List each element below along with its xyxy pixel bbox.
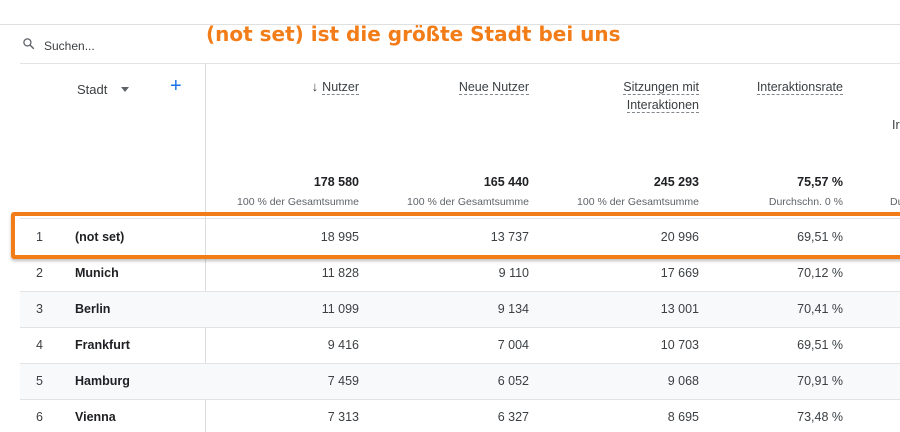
add-dimension-button[interactable]: + [170,75,182,97]
row-neue-nutzer: 13 737 [490,230,529,244]
row-interaktionsrate: 73,48 % [797,410,843,424]
search-box[interactable]: Suchen... [22,38,95,54]
dimension-label: Stadt [77,82,108,97]
row-neue-nutzer: 7 004 [497,338,529,352]
row-divider [20,327,900,328]
header-divider [20,63,900,64]
total-sub-neue-nutzer: 100 % der Gesamtsumme [407,196,529,208]
row-nutzer: 18 995 [320,230,359,244]
annotation-callout: (not set) ist die größte Stadt bei uns [206,22,621,46]
search-icon [22,37,35,55]
total-neue-nutzer: 165 440 [483,175,529,189]
row-neue-nutzer: 9 110 [498,266,529,280]
row-nutzer: 11 828 [321,266,359,280]
row-interaktionsrate: 70,91 % [797,374,843,388]
table-row[interactable]: 5 Hamburg 7 459 6 052 9 068 70,91 % [20,364,900,400]
arrow-down-icon: ↓ [311,79,319,94]
column-header-interaktionsrate[interactable]: Interaktionsrate [756,80,843,95]
chevron-down-icon [121,87,130,92]
row-sitzungen: 9 068 [667,374,699,388]
row-city: Munich [75,266,119,280]
row-sitzungen: 10 703 [660,338,699,352]
total-sitzungen: 245 293 [653,175,699,189]
row-city: Hamburg [75,374,130,388]
row-index: 5 [36,374,43,388]
column-header-nutzer[interactable]: ↓ Nutzer [311,79,359,95]
row-nutzer: 7 313 [327,410,359,424]
column-header-truncated[interactable]: Ir [892,118,900,132]
table-row[interactable]: 3 Berlin 11 099 9 134 13 001 70,41 % [20,292,900,328]
column-header-neue-nutzer[interactable]: Neue Nutzer [458,80,529,95]
row-divider [20,363,900,364]
dimension-column-divider [205,63,206,432]
row-nutzer: 11 099 [321,302,359,316]
row-index: 1 [36,230,43,244]
table-row[interactable]: 1 (not set) 18 995 13 737 20 996 69,51 % [20,220,900,256]
row-index: 4 [36,338,43,352]
row-interaktionsrate: 70,41 % [797,302,843,316]
row-city: Vienna [75,410,116,424]
table-row[interactable]: 4 Frankfurt 9 416 7 004 10 703 69,51 % [20,328,900,364]
row-sitzungen: 20 996 [660,230,699,244]
row-neue-nutzer: 6 327 [497,410,529,424]
totals-divider [20,218,900,219]
row-city: Frankfurt [75,338,130,352]
row-nutzer: 7 459 [327,374,359,388]
table-row[interactable]: 2 Munich 11 828 9 110 17 669 70,12 % [20,256,900,292]
dimension-selector[interactable]: Stadt [77,82,130,97]
search-input[interactable]: Suchen... [44,39,95,53]
row-sitzungen: 17 669 [660,266,699,280]
row-sitzungen: 13 001 [660,302,699,316]
row-neue-nutzer: 6 052 [497,374,529,388]
row-nutzer: 9 416 [327,338,359,352]
row-interaktionsrate: 69,51 % [797,338,843,352]
total-interaktionsrate: 75,57 % [797,175,843,189]
row-neue-nutzer: 9 134 [497,302,529,316]
highlight-box [11,212,900,259]
total-nutzer: 178 580 [313,175,359,189]
row-divider [20,291,900,292]
total-sub-nutzer: 100 % der Gesamtsumme [237,196,359,208]
total-sub-sitzungen: 100 % der Gesamtsumme [577,196,699,208]
row-interaktionsrate: 69,51 % [797,230,843,244]
table-row[interactable]: 6 Vienna 7 313 6 327 8 695 73,48 % [20,400,900,432]
top-divider [0,24,900,25]
row-sitzungen: 8 695 [667,410,699,424]
row-interaktionsrate: 70,12 % [797,266,843,280]
row-index: 6 [36,410,43,424]
column-header-sitzungen[interactable]: Sitzungen mit Interaktionen [623,80,699,113]
row-city: (not set) [75,230,125,244]
row-divider [20,399,900,400]
row-index: 2 [36,266,43,280]
total-sub-interaktionsrate: Durchschn. 0 % [768,196,843,208]
row-index: 3 [36,302,43,316]
total-sub-truncated: Du [890,196,900,208]
row-city: Berlin [75,302,111,316]
